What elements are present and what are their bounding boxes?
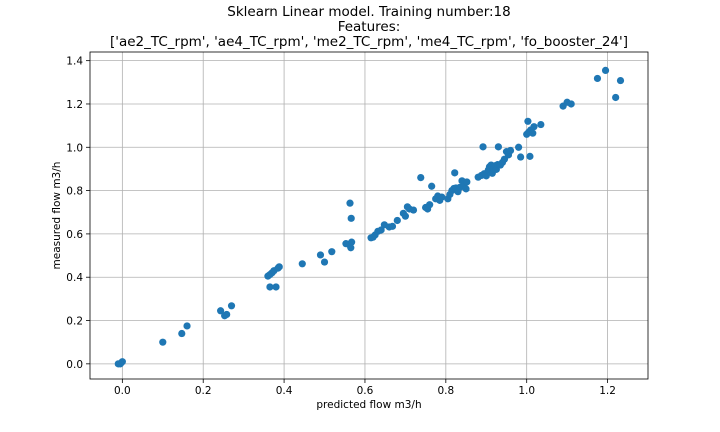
y-tick-label: 0.0 bbox=[66, 359, 83, 371]
y-tick-label: 1.4 bbox=[66, 56, 83, 68]
data-point bbox=[462, 185, 470, 193]
y-tick-label: 1.0 bbox=[66, 142, 83, 154]
data-point bbox=[116, 360, 124, 368]
data-point bbox=[178, 329, 186, 338]
data-point bbox=[217, 307, 225, 315]
data-point bbox=[494, 143, 502, 151]
data-point bbox=[223, 310, 231, 319]
data-point bbox=[409, 206, 418, 214]
data-point bbox=[320, 258, 329, 266]
data-point bbox=[227, 302, 236, 310]
data-point bbox=[524, 117, 532, 125]
data-point bbox=[601, 66, 610, 75]
data-point bbox=[506, 146, 515, 155]
x-tick-label: 0.8 bbox=[437, 385, 454, 397]
data-point bbox=[159, 338, 167, 346]
data-point bbox=[515, 143, 523, 151]
data-point bbox=[272, 283, 280, 291]
data-point bbox=[482, 172, 490, 180]
x-tick-label: 0.0 bbox=[114, 385, 131, 397]
data-point bbox=[417, 174, 425, 182]
axis-ticks: 0.0 0.2 0.4 0.6 0.8 1.0 1.2 0.0 0.2 0.4 0.6 0.8 1.0 1… bbox=[66, 56, 616, 397]
data-point bbox=[274, 264, 282, 272]
data-point bbox=[451, 169, 459, 177]
data-point bbox=[530, 123, 538, 131]
data-point bbox=[529, 129, 537, 137]
x-tick-label: 1.2 bbox=[599, 385, 616, 397]
data-point bbox=[347, 244, 355, 252]
plot-frame bbox=[89, 51, 649, 380]
data-point bbox=[463, 178, 471, 186]
data-point bbox=[346, 199, 354, 207]
data-point bbox=[401, 212, 409, 220]
data-point bbox=[537, 120, 545, 129]
x-tick-label: 1.0 bbox=[518, 385, 535, 397]
data-point bbox=[183, 322, 191, 330]
data-point bbox=[393, 216, 401, 225]
y-tick-label: 1.2 bbox=[66, 99, 83, 111]
data-point bbox=[377, 226, 385, 234]
y-axis-label: measured flow m3/h bbox=[51, 162, 63, 270]
chart-title-line-1: Sklearn Linear model. Training number:18 bbox=[227, 4, 510, 20]
data-point bbox=[593, 74, 602, 83]
data-point bbox=[517, 153, 525, 161]
data-point bbox=[348, 238, 356, 246]
data-point bbox=[479, 143, 487, 151]
chart-title-line-2: Features: bbox=[338, 19, 401, 35]
data-point bbox=[438, 193, 446, 201]
data-point bbox=[388, 222, 397, 230]
y-tick-label: 0.4 bbox=[66, 272, 83, 284]
grid bbox=[90, 52, 648, 379]
data-point bbox=[526, 152, 534, 160]
chart-title-line-3: ['ae2_TC_rpm', 'ae4_TC_rpm', 'me2_TC_rpm… bbox=[110, 34, 628, 50]
data-point bbox=[616, 76, 625, 85]
data-point bbox=[266, 283, 274, 291]
x-axis-label: predicted flow m3/h bbox=[316, 399, 421, 411]
y-tick-label: 0.8 bbox=[66, 186, 83, 198]
x-tick-label: 0.4 bbox=[276, 385, 293, 397]
y-tick-label: 0.6 bbox=[66, 229, 83, 241]
data-point bbox=[567, 100, 575, 108]
data-point bbox=[328, 248, 336, 256]
data-point bbox=[316, 251, 325, 259]
data-point bbox=[612, 93, 620, 102]
data-point bbox=[426, 201, 434, 209]
x-tick-label: 0.6 bbox=[357, 385, 374, 397]
data-points bbox=[114, 66, 625, 368]
data-point bbox=[428, 182, 436, 190]
x-tick-label: 0.2 bbox=[195, 385, 212, 397]
data-point bbox=[347, 214, 355, 222]
data-point bbox=[298, 260, 306, 268]
y-tick-label: 0.2 bbox=[66, 316, 83, 328]
